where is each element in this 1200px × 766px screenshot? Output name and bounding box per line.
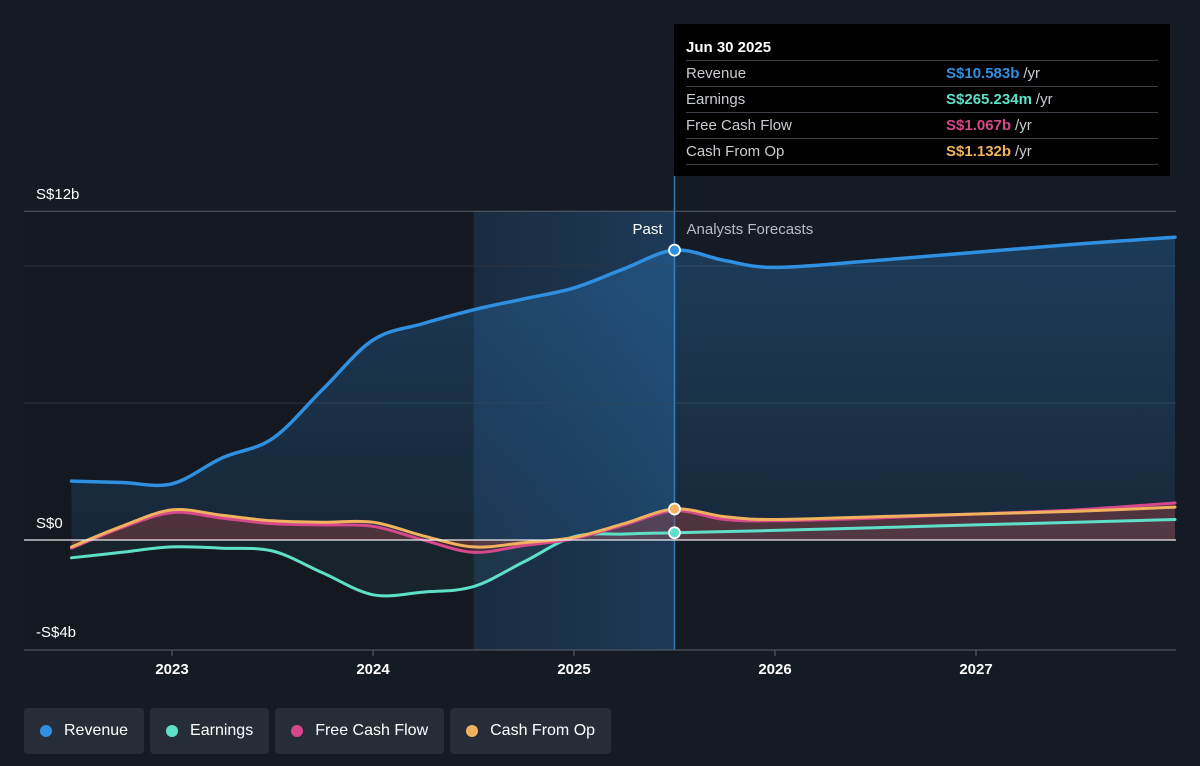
- legend-label: Cash From Op: [490, 722, 596, 739]
- hover-marker: [668, 243, 681, 257]
- tooltip-series-unit: /yr: [1023, 65, 1041, 82]
- hover-marker: [668, 502, 681, 516]
- legend-item[interactable]: Cash From Op: [450, 708, 612, 754]
- hover-markers: [668, 243, 681, 540]
- legend-dot-icon: [466, 725, 479, 737]
- hover-marker: [668, 526, 681, 540]
- legend-label: Free Cash Flow: [315, 722, 429, 739]
- x-tick-label: 2027: [959, 661, 992, 678]
- x-tick-label: 2024: [356, 661, 390, 678]
- tooltip-series-unit: /yr: [1015, 143, 1032, 160]
- tooltip-row: Earnings S$265.234m/yr: [686, 86, 1158, 112]
- tooltip-row: Revenue S$10.583b/yr: [686, 60, 1158, 86]
- tooltip-rows: Revenue S$10.583b/yr Earnings S$265.234m/yr…: [686, 60, 1158, 165]
- tooltip-series-name: Free Cash Flow: [686, 117, 792, 134]
- forecast-label: Analysts Forecasts: [687, 221, 814, 238]
- tooltip-series-unit: /yr: [1035, 91, 1053, 108]
- tooltip-date: Jun 30 2025: [686, 39, 772, 56]
- legend-dot-icon: [291, 725, 304, 737]
- tooltip-row: Cash From Op S$1.132b/yr: [686, 138, 1158, 165]
- tooltip-series-value: S$10.583b: [946, 65, 1020, 82]
- legend-label: Earnings: [190, 722, 254, 739]
- tooltip-series-value: S$1.067b: [946, 117, 1012, 134]
- legend-dot-icon: [166, 725, 179, 737]
- legend: Revenue Earnings Free Cash Flow Cash From O…: [24, 708, 612, 754]
- tooltip-panel: Jun 30 2025 Revenue S$10.583b/yr Earnings S…: [674, 24, 1170, 176]
- series-area: [71, 519, 1175, 596]
- x-tick-label: 2026: [758, 661, 791, 678]
- tooltip-series-name: Cash From Op: [686, 143, 785, 160]
- legend-item[interactable]: Earnings: [150, 708, 270, 754]
- tooltip-series-name: Earnings: [686, 91, 746, 108]
- tooltip-row: Free Cash Flow S$1.067b/yr: [686, 112, 1158, 138]
- tooltip-series-value: S$1.132b: [946, 143, 1012, 160]
- series-line: [70, 518, 1177, 598]
- axis-labels: S$12b S$0 -S$4b 2023 2024 2025 2026 2027 Past Ana…: [36, 186, 993, 678]
- series-area: [71, 503, 1175, 553]
- tooltip-series-value: S$265.234m: [946, 91, 1032, 108]
- past-label: Past: [632, 221, 663, 238]
- y-tick-label: -S$4b: [36, 624, 76, 641]
- chart-canvas: S$12b S$0 -S$4b 2023 2024 2025 2026 2027 Past Ana…: [24, 175, 1177, 678]
- legend-label: Revenue: [64, 722, 129, 739]
- y-tick-label: S$0: [36, 515, 63, 532]
- tooltip-series-unit: /yr: [1015, 117, 1032, 134]
- series-area: [71, 237, 1175, 540]
- y-tick-label: S$12b: [36, 186, 79, 203]
- legend-item[interactable]: Revenue: [24, 708, 145, 754]
- tooltip-series-name: Revenue: [686, 65, 747, 82]
- legend-dot-icon: [40, 725, 52, 737]
- series-lines: [24, 235, 1177, 598]
- x-tick-label: 2023: [155, 661, 188, 678]
- legend-item[interactable]: Free Cash Flow: [275, 708, 445, 754]
- x-tick-label: 2025: [557, 661, 590, 678]
- series-line: [69, 235, 1177, 488]
